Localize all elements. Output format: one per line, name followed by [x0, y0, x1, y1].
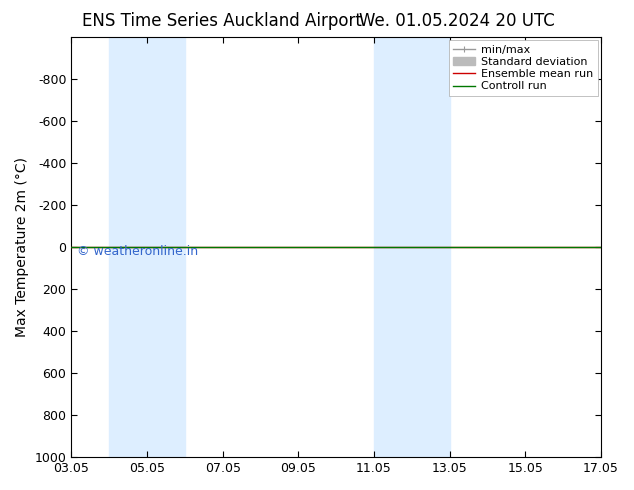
Text: ENS Time Series Auckland Airport: ENS Time Series Auckland Airport [82, 12, 362, 30]
Bar [412, 37, 450, 457]
Bar [374, 37, 412, 457]
Y-axis label: Max Temperature 2m (°C): Max Temperature 2m (°C) [15, 157, 29, 337]
Bar [147, 37, 185, 457]
Legend: min/max, Standard deviation, Ensemble mean run, Controll run: min/max, Standard deviation, Ensemble me… [449, 40, 598, 96]
Bar [109, 37, 147, 457]
Text: We. 01.05.2024 20 UTC: We. 01.05.2024 20 UTC [359, 12, 554, 30]
Text: © weatheronline.in: © weatheronline.in [77, 245, 198, 258]
